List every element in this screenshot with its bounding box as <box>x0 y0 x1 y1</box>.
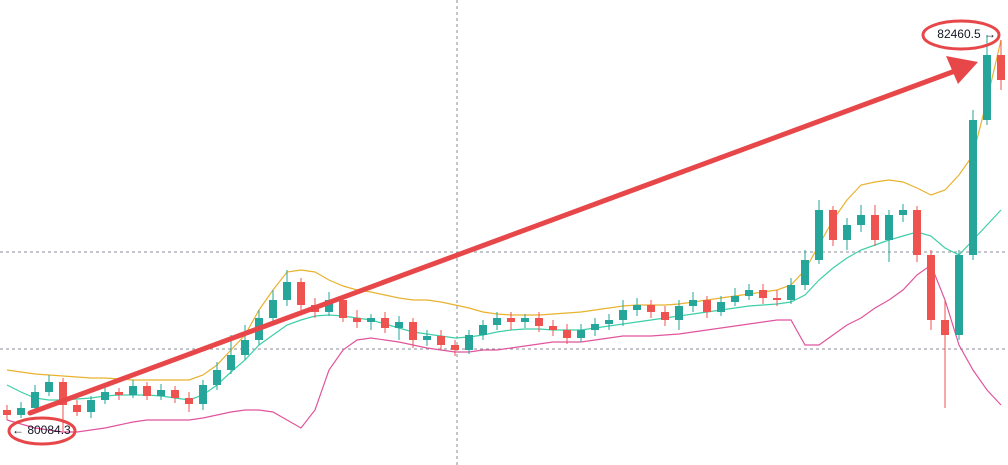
upper-band <box>6 39 1002 381</box>
price-labels: ← 80084.3 82460.5 → <box>12 27 996 437</box>
candle-body <box>493 318 501 325</box>
candle-body <box>745 290 753 296</box>
candle-body <box>129 386 137 395</box>
candle-body <box>605 320 613 324</box>
candle-body <box>409 322 417 340</box>
highlight-ellipse <box>921 19 1001 51</box>
candle-body <box>185 398 193 404</box>
arrow-shaft <box>27 68 958 416</box>
arrow-head <box>946 56 978 84</box>
candle-body <box>395 322 403 328</box>
candle-body <box>339 300 347 318</box>
candle-body <box>171 390 179 398</box>
candle-body <box>381 318 389 328</box>
price-label: 82460.5 → <box>937 27 996 41</box>
candle-body <box>283 282 291 300</box>
candle-body <box>941 320 949 335</box>
candle-body <box>325 300 333 312</box>
candle-body <box>759 290 767 298</box>
candle-body <box>787 285 795 300</box>
candle-body <box>535 318 543 326</box>
candle-body <box>689 300 697 306</box>
candle-body <box>731 296 739 302</box>
candle-body <box>703 300 711 312</box>
candle-body <box>857 215 865 225</box>
candle-body <box>3 410 11 415</box>
highlight-ellipse <box>7 416 77 446</box>
candle-body <box>717 302 725 312</box>
candle-body <box>73 405 81 412</box>
candle-body <box>829 210 837 240</box>
candle-body <box>899 210 907 215</box>
candle-body <box>661 312 669 320</box>
candle-body <box>591 324 599 330</box>
candle-body <box>241 340 249 355</box>
candle-body <box>269 300 277 318</box>
candle-body <box>647 305 655 312</box>
candle-body <box>479 325 487 335</box>
price-label: ← 80084.3 <box>12 423 71 437</box>
candle-body <box>927 255 935 320</box>
candle-body <box>521 318 529 322</box>
candle-body <box>367 318 375 322</box>
candle-body <box>549 326 557 330</box>
candle-body <box>59 382 67 405</box>
candle-body <box>87 400 95 412</box>
candle-body <box>913 210 921 255</box>
candle-body <box>101 392 109 400</box>
candle-body <box>773 298 781 300</box>
candle-body <box>983 55 991 120</box>
candle-body <box>157 390 165 396</box>
candle-body <box>871 215 879 240</box>
candle-body <box>955 255 963 335</box>
candle-body <box>969 120 977 255</box>
plot-area <box>3 34 1005 433</box>
candle-body <box>885 215 893 240</box>
candle-body <box>843 225 851 240</box>
candle-body <box>619 310 627 320</box>
candle-body <box>227 355 235 370</box>
candle-body <box>465 335 473 350</box>
candle-body <box>31 392 39 408</box>
candle-body <box>17 408 25 415</box>
candle-body <box>199 385 207 404</box>
candle-body <box>507 318 515 322</box>
candle-body <box>675 306 683 320</box>
candle-body <box>353 318 361 322</box>
candle-body <box>633 305 641 310</box>
candle-body <box>563 330 571 338</box>
candle-body <box>45 382 53 392</box>
candle-body <box>297 282 305 305</box>
candle-body <box>997 55 1005 80</box>
candle-body <box>213 370 221 385</box>
arrow-annotation <box>27 56 978 416</box>
candle-body <box>143 386 151 396</box>
candle-body <box>115 392 123 395</box>
candle-body <box>423 336 431 340</box>
candle-body <box>451 345 459 350</box>
candle-body <box>437 336 445 345</box>
candle-body <box>801 260 809 285</box>
candle-body <box>815 210 823 260</box>
lower-band <box>6 264 1002 433</box>
candle-body <box>577 330 585 338</box>
